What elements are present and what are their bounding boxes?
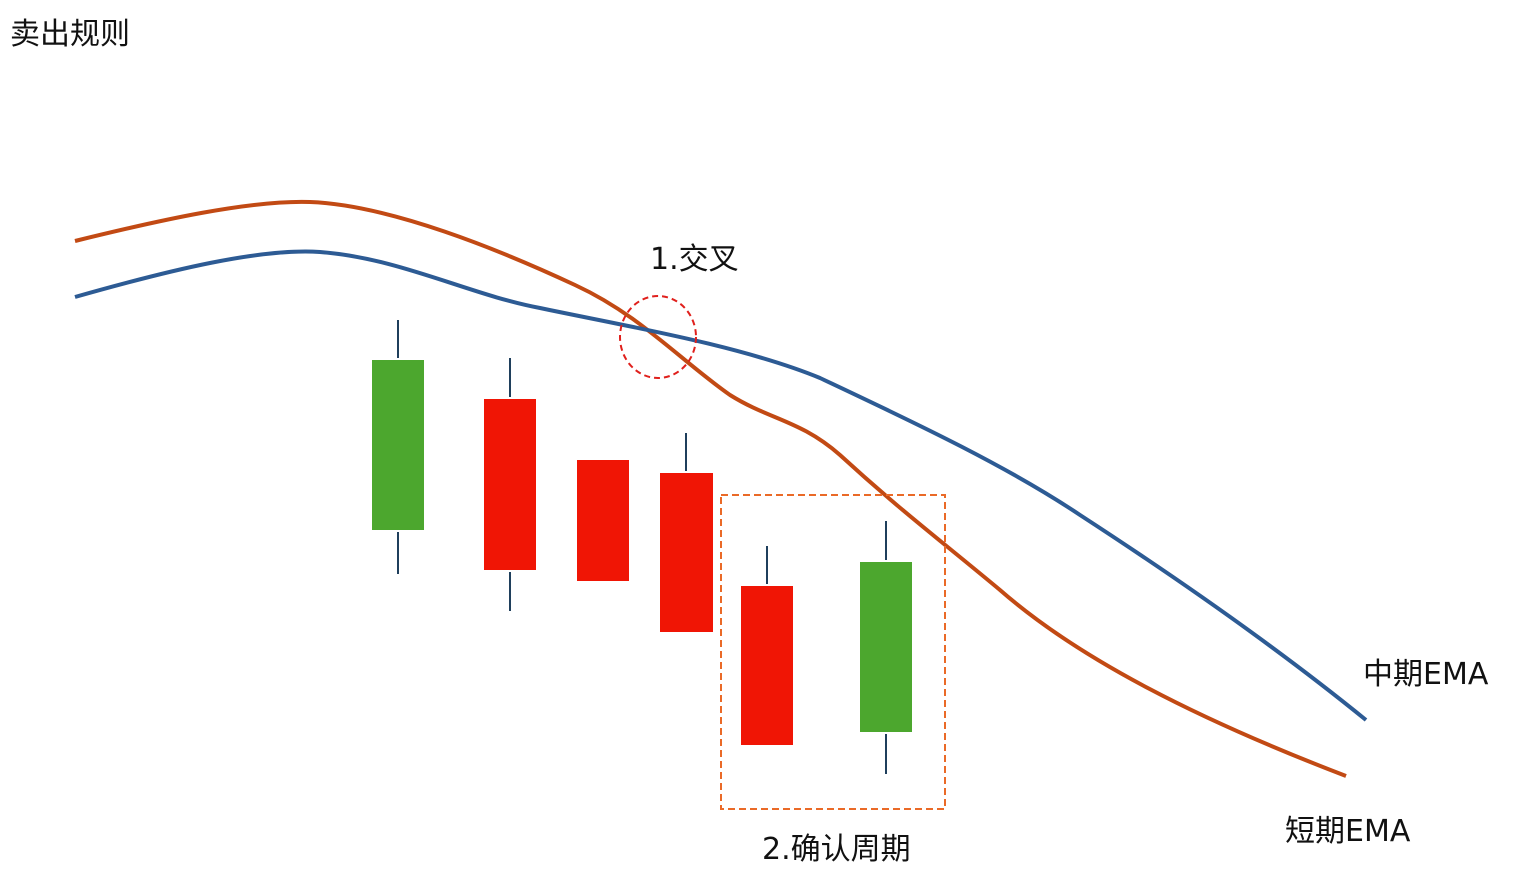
candle-body: [577, 460, 629, 581]
crossover-marker-circle: [619, 295, 697, 379]
candle-body: [372, 360, 424, 530]
short-ema-line: [74, 199, 1347, 778]
medium-ema-label: 中期EMA: [1363, 657, 1489, 692]
candle: [660, 433, 713, 632]
page-title: 卖出规则: [10, 17, 130, 52]
medium-ema-line: [74, 249, 1368, 722]
short-ema-label: 短期EMA: [1285, 814, 1411, 849]
candle-body: [484, 399, 536, 570]
candlesticks: [372, 320, 912, 774]
candle: [577, 460, 629, 581]
candle: [860, 521, 912, 774]
candle: [372, 320, 424, 574]
crossover-label: 1.交叉: [650, 242, 739, 277]
candle: [741, 546, 793, 745]
candle-body: [860, 562, 912, 732]
candle-body: [741, 586, 793, 745]
confirmation-period-label: 2.确认周期: [762, 832, 911, 867]
confirmation-period-box: [720, 494, 946, 810]
candle-body: [660, 473, 713, 632]
candle: [484, 358, 536, 611]
